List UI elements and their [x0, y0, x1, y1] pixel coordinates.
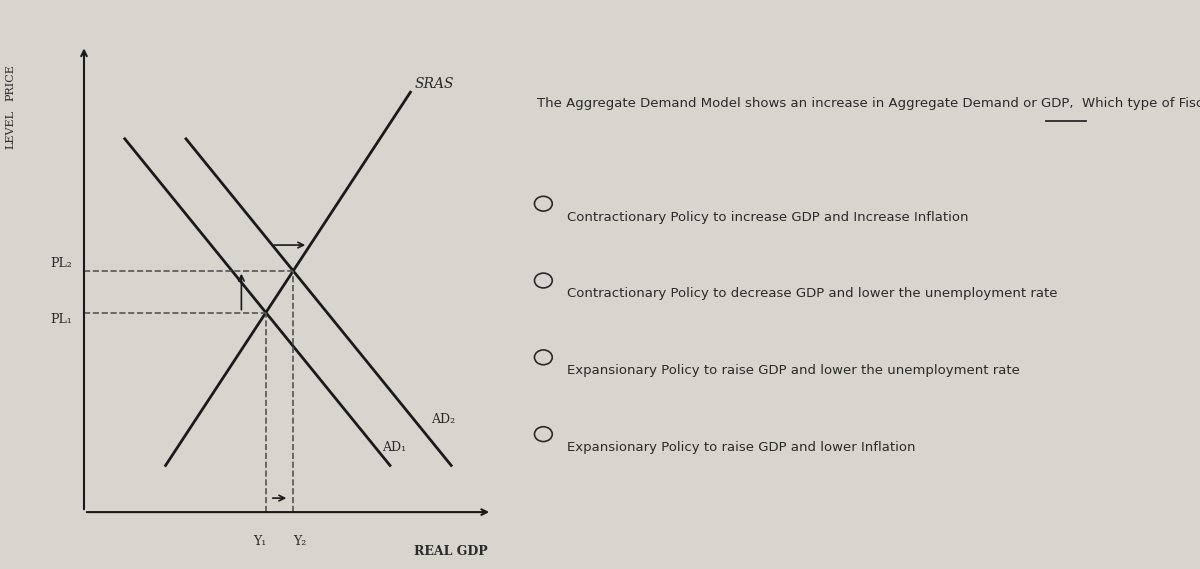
Text: LEVEL: LEVEL — [6, 110, 16, 149]
Text: Expansionary Policy to raise GDP and lower the unemployment rate: Expansionary Policy to raise GDP and low… — [568, 364, 1020, 377]
Text: AD₂: AD₂ — [431, 414, 455, 426]
Text: Expansionary Policy to raise GDP and lower Inflation: Expansionary Policy to raise GDP and low… — [568, 441, 916, 454]
Text: Contractionary Policy to decrease GDP and lower the unemployment rate: Contractionary Policy to decrease GDP an… — [568, 287, 1058, 300]
Text: REAL GDP: REAL GDP — [414, 545, 488, 558]
Text: PL₂: PL₂ — [50, 257, 72, 270]
Text: Y₁: Y₁ — [253, 535, 266, 549]
Text: SRAS: SRAS — [414, 76, 454, 90]
Text: Contractionary Policy to increase GDP and Increase Inflation: Contractionary Policy to increase GDP an… — [568, 211, 968, 224]
Text: The Aggregate Demand Model shows an increase in Aggregate Demand or GDP,  Which : The Aggregate Demand Model shows an incr… — [536, 97, 1200, 110]
Text: PL₁: PL₁ — [50, 313, 72, 326]
Text: Y₂: Y₂ — [293, 535, 306, 549]
Text: PRICE: PRICE — [6, 64, 16, 101]
Text: AD₁: AD₁ — [382, 442, 406, 455]
